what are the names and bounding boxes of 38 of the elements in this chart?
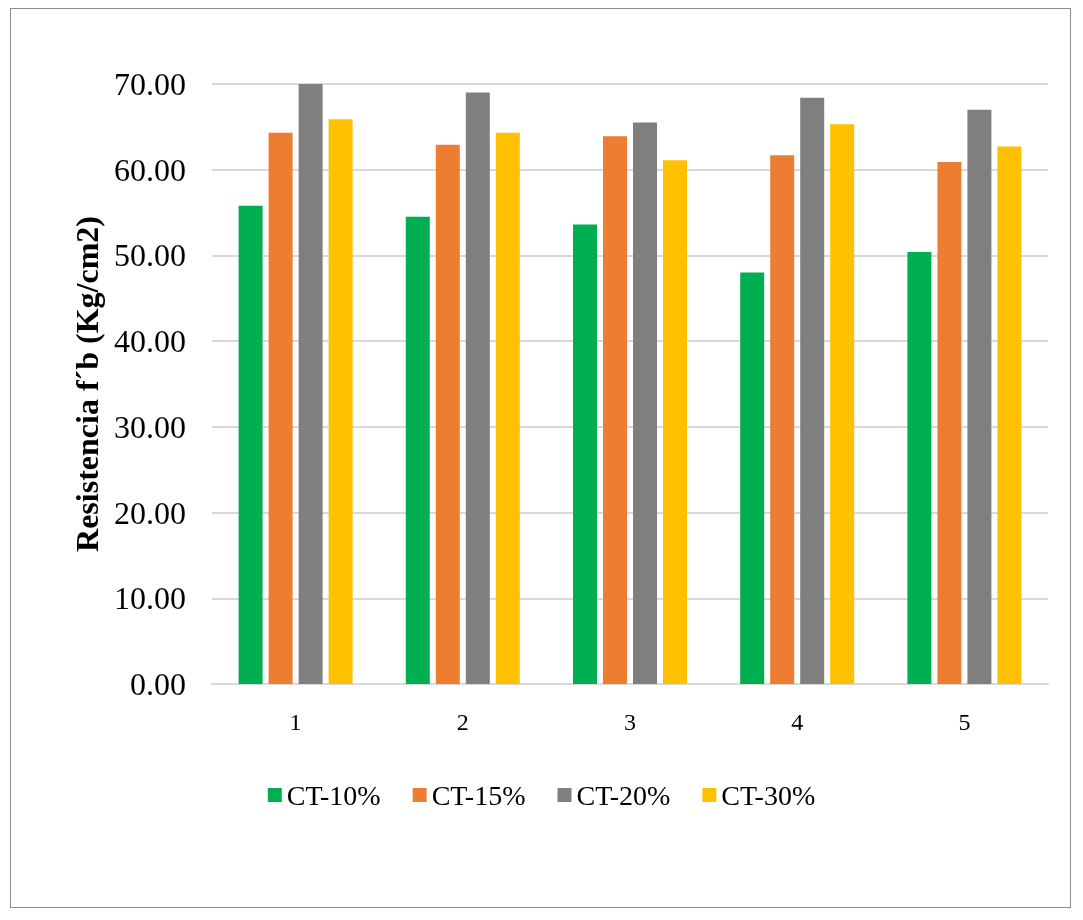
y-tick-label: 30.00 xyxy=(114,408,186,445)
bar xyxy=(830,124,855,684)
bar xyxy=(907,252,932,684)
bar xyxy=(770,155,795,684)
x-tick-label: 2 xyxy=(456,709,469,735)
bar xyxy=(495,132,520,684)
y-tick-label: 60.00 xyxy=(114,151,186,188)
y-tick-label: 70.00 xyxy=(114,66,186,102)
legend-label: CT-10% xyxy=(286,779,381,811)
x-tick-label: 5 xyxy=(958,709,971,735)
bar xyxy=(328,119,353,684)
bar xyxy=(740,272,765,684)
bar xyxy=(298,84,323,684)
x-tick-label: 1 xyxy=(289,709,302,735)
y-tick-label: 10.00 xyxy=(114,580,186,617)
x-tick-label: 4 xyxy=(791,709,804,735)
bar xyxy=(997,146,1022,684)
bar xyxy=(937,162,962,684)
bar xyxy=(633,122,657,684)
bar xyxy=(465,92,490,684)
bar xyxy=(800,97,825,684)
y-tick-label: 50.00 xyxy=(114,237,186,274)
bar xyxy=(268,132,293,684)
bar xyxy=(603,136,627,684)
legend-label: CT-20% xyxy=(576,779,671,811)
y-tick-label: 20.00 xyxy=(114,494,186,531)
legend-label: CT-15% xyxy=(431,779,526,811)
bar xyxy=(435,144,460,684)
bar xyxy=(405,216,430,684)
y-tick-label: 0.00 xyxy=(130,666,186,702)
legend-label: CT-30% xyxy=(721,779,816,811)
y-tick-label: 40.00 xyxy=(114,323,186,360)
bar xyxy=(238,205,263,684)
bar xyxy=(663,160,687,684)
y-axis-title: Resistencia f´b (Kg/cm2) xyxy=(69,216,106,552)
bar xyxy=(573,224,597,684)
x-tick-label: 3 xyxy=(624,709,636,735)
bar xyxy=(967,109,992,684)
